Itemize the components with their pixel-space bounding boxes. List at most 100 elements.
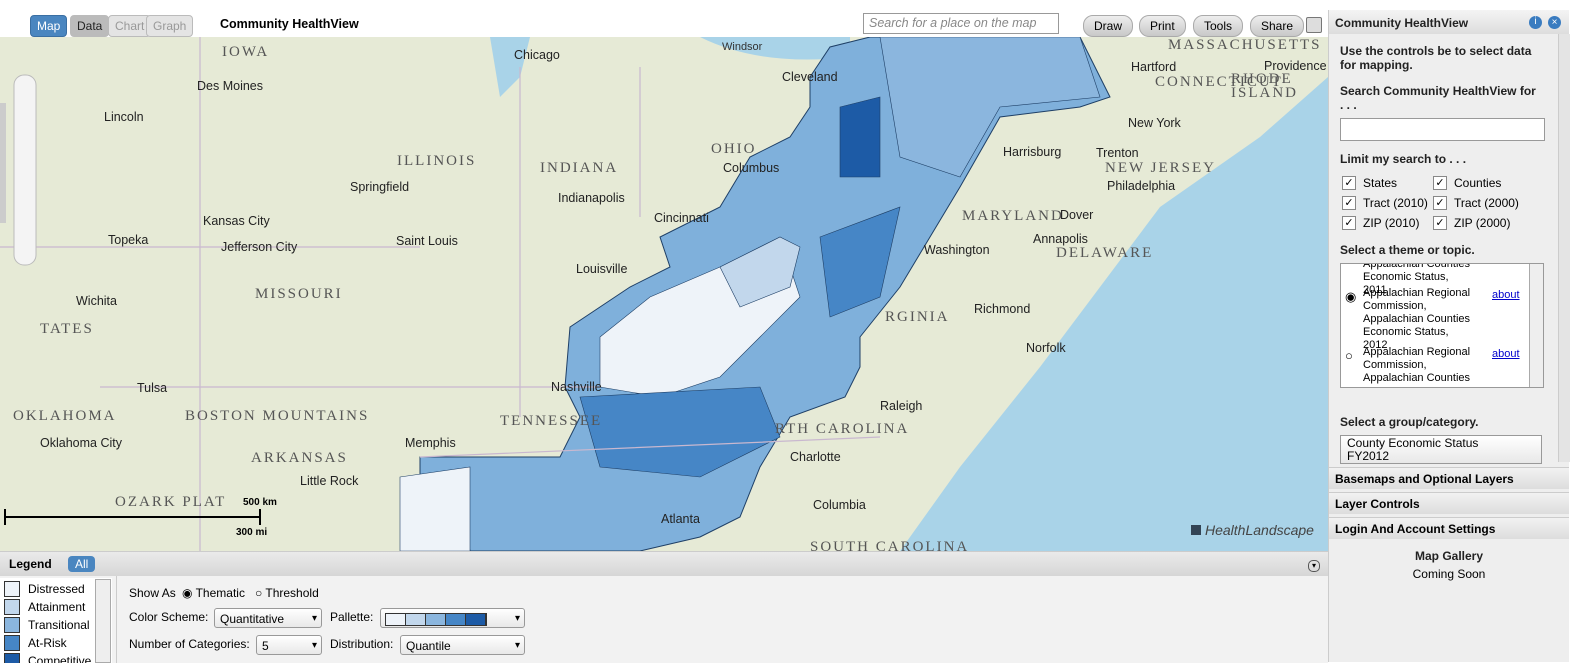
categories-select[interactable]: 5: [256, 635, 322, 656]
checkbox-label: ZIP (2010): [1363, 215, 1420, 230]
theme-item[interactable]: Appalachian Counties Economic Status, 20…: [1341, 263, 1529, 297]
share-button[interactable]: Share: [1250, 15, 1305, 37]
map-label: Windsor: [722, 41, 763, 53]
map-label: Trenton: [1096, 146, 1139, 160]
map-label: Richmond: [974, 302, 1030, 316]
limit-label: Limit my search to . . .: [1340, 152, 1467, 166]
about-link[interactable]: about: [1492, 348, 1520, 360]
checkbox-label: ZIP (2000): [1454, 215, 1511, 230]
theme-item[interactable]: ◉ Appalachian Regional Commission, Appala…: [1341, 287, 1529, 352]
map-label: Chicago: [514, 48, 560, 62]
distribution-select[interactable]: Quantile: [400, 635, 525, 656]
tab[interactable]: Chart: [108, 15, 152, 37]
map-label: RHODE: [1231, 71, 1293, 87]
all-button[interactable]: All: [68, 556, 96, 572]
accordion-header[interactable]: Basemaps and Optional Layers: [1329, 467, 1569, 489]
competitive-area: [839, 96, 881, 178]
radio-label: Thematic: [195, 586, 245, 600]
radio[interactable]: ○ Threshold: [255, 586, 319, 600]
zoom-slider[interactable]: [13, 74, 37, 266]
app-title: Community HealthView: [220, 17, 359, 31]
map-label: Memphis: [405, 436, 456, 450]
search-box[interactable]: Search for a place on the map: [863, 13, 1059, 34]
scrollbar[interactable]: [1558, 34, 1570, 462]
group-select[interactable]: County Economic Status FY2012: [1340, 435, 1542, 464]
color-scheme-select[interactable]: Quantitative: [214, 608, 322, 629]
map-label: INDIANA: [540, 160, 618, 176]
gallery-text: Coming Soon: [1412, 567, 1486, 581]
legend-title: Legend: [9, 557, 52, 571]
legend-label: Distressed: [28, 582, 85, 596]
checkbox[interactable]: ✓ ZIP (2000): [1433, 215, 1510, 230]
map-label: Charlotte: [790, 450, 841, 464]
legend-label: Transitional: [28, 618, 90, 632]
map-label: Washington: [924, 243, 990, 257]
accordion-header[interactable]: Layer Controls: [1329, 492, 1569, 514]
radio: ◉: [1345, 289, 1357, 304]
accordion-header[interactable]: Login And Account Settings: [1329, 517, 1569, 539]
map-label: SOUTH CAROLINA: [810, 539, 969, 551]
close-icon[interactable]: ×: [1548, 16, 1561, 29]
ocean: [900, 37, 1328, 551]
radio: ○: [1345, 348, 1353, 363]
palette-label: Pallette:: [330, 610, 374, 624]
map-label: NEW JERSEY: [1105, 160, 1216, 176]
sidebar: Community HealthView i × Use the control…: [1328, 10, 1570, 662]
sidebar-title: Community HealthView: [1335, 16, 1469, 30]
map-label: Cincinnati: [654, 211, 709, 225]
map-label: Columbia: [813, 498, 866, 512]
checkbox[interactable]: ✓ Counties: [1433, 175, 1501, 190]
about-link[interactable]: about: [1492, 289, 1520, 301]
map-label: Nashville: [551, 380, 602, 394]
map-label: CONNECTICUT: [1155, 74, 1283, 90]
map-label: DELAWARE: [1056, 245, 1153, 261]
tab[interactable]: Graph: [146, 15, 194, 37]
radio-label: Threshold: [265, 586, 319, 600]
theme-text: Appalachian Counties Economic Status, 20…: [1363, 263, 1471, 296]
map-label: Jefferson City: [221, 240, 298, 254]
map-label: Raleigh: [880, 399, 922, 413]
map-label: New York: [1128, 116, 1182, 130]
theme-text: Appalachian Regional Commission, Appalac…: [1363, 346, 1471, 384]
search-input[interactable]: [1340, 118, 1545, 141]
draw-button[interactable]: Draw: [1083, 15, 1134, 37]
theme-text: Appalachian Regional Commission, Appalac…: [1363, 287, 1471, 351]
map-label: Columbus: [723, 161, 779, 175]
side-tools[interactable]: [0, 103, 6, 223]
map-label: Dover: [1060, 208, 1093, 222]
theme-item[interactable]: ○ Appalachian Regional Commission, Appala…: [1341, 346, 1529, 385]
panel-toggle[interactable]: [1306, 17, 1322, 33]
legend-label: At-Risk: [28, 636, 67, 650]
attribution: HealthLandscape: [1205, 522, 1314, 538]
tools-button[interactable]: Tools: [1193, 15, 1244, 37]
checkbox-label: Tract (2000): [1454, 195, 1519, 210]
tab[interactable]: Map: [30, 15, 68, 37]
palette-swatch: [426, 614, 446, 625]
legend-list: Distressed Attainment Transitional At-Risk C…: [0, 578, 112, 663]
distribution-label: Distribution:: [330, 637, 394, 651]
at-risk-area: [819, 206, 901, 318]
radio[interactable]: ◉ Thematic: [182, 586, 245, 600]
map-label: Hartford: [1131, 60, 1176, 74]
checkbox[interactable]: ✓ States: [1342, 175, 1397, 190]
info-icon[interactable]: i: [1529, 16, 1542, 29]
state-borders: [0, 37, 881, 551]
checkbox[interactable]: ✓ Tract (2000): [1433, 195, 1519, 210]
distressed-area: [399, 466, 471, 551]
scrollbar[interactable]: [95, 579, 111, 663]
checkbox[interactable]: ✓ Tract (2010): [1342, 195, 1428, 210]
map-label: Indianapolis: [558, 191, 625, 205]
legend-swatch: [4, 599, 20, 615]
attainment-area: [719, 236, 801, 308]
map-label: Wichita: [76, 294, 117, 308]
map-label: TENNESSEE: [500, 413, 602, 429]
checkbox[interactable]: ✓ ZIP (2010): [1342, 215, 1419, 230]
map-label: Oklahoma City: [40, 436, 123, 450]
scrollbar[interactable]: [1529, 264, 1543, 387]
legend-item: Competitive: [4, 653, 91, 663]
print-button[interactable]: Print: [1139, 15, 1186, 37]
tab[interactable]: Data: [70, 15, 110, 37]
palette-select[interactable]: [380, 608, 525, 629]
